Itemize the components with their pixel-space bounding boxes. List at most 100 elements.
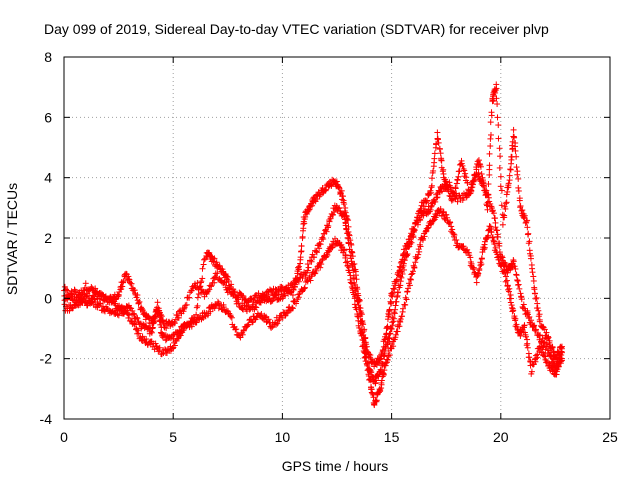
data-point: [383, 356, 390, 363]
data-point: [515, 175, 522, 182]
data-point: [299, 233, 306, 240]
data-point: [149, 324, 156, 331]
data-point: [526, 238, 533, 245]
data-point: [498, 202, 505, 209]
data-point: [309, 202, 316, 209]
data-point: [316, 240, 323, 247]
data-point: [491, 240, 498, 247]
data-point: [435, 139, 442, 146]
data-point: [347, 279, 354, 286]
data-point: [541, 326, 548, 333]
data-point: [533, 294, 540, 301]
data-point: [497, 183, 504, 190]
data-point: [487, 143, 494, 150]
data-point: [481, 238, 488, 245]
data-point: [558, 358, 565, 365]
data-point: [451, 231, 458, 238]
data-point: [424, 197, 431, 204]
data-point: [487, 119, 494, 126]
data-point: [286, 287, 293, 294]
data-point: [268, 298, 275, 305]
data-point: [478, 171, 485, 178]
x-tick-label: 25: [602, 429, 618, 445]
data-point: [183, 301, 190, 308]
data-point: [351, 293, 358, 300]
data-point: [135, 330, 142, 337]
data-point: [319, 234, 326, 241]
data-point: [406, 282, 413, 289]
data-point: [340, 210, 347, 217]
data-point: [214, 270, 221, 277]
data-point: [177, 332, 184, 339]
data-point: [398, 274, 405, 281]
data-point: [317, 241, 324, 248]
data-point: [413, 255, 420, 262]
data-point: [301, 285, 308, 292]
data-point: [116, 289, 123, 296]
data-point: [481, 244, 488, 251]
y-tick-labels: -4 -2 0 2 4 6 8: [40, 49, 53, 427]
data-point: [493, 95, 500, 102]
data-point: [507, 166, 514, 173]
data-point: [404, 288, 411, 295]
data-point: [469, 178, 476, 185]
data-point: [537, 332, 544, 339]
data-point: [532, 326, 539, 333]
data-point: [358, 309, 365, 316]
data-point: [272, 321, 279, 328]
data-point: [532, 358, 539, 365]
data-point: [345, 239, 352, 246]
data-point: [530, 273, 537, 280]
data-point: [494, 227, 501, 234]
data-point: [274, 320, 281, 327]
data-point: [64, 287, 71, 294]
data-point: [496, 164, 503, 171]
data-point: [388, 290, 395, 297]
data-point: [535, 307, 542, 314]
data-point: [495, 122, 502, 129]
x-tick-label: 0: [60, 429, 68, 445]
data-point: [164, 346, 171, 353]
data-point: [437, 150, 444, 157]
data-point: [393, 298, 400, 305]
data-point: [532, 290, 539, 297]
data-point: [499, 221, 506, 228]
data-point: [289, 292, 296, 299]
data-point: [501, 212, 508, 219]
data-point: [405, 285, 412, 292]
data-point: [443, 211, 450, 218]
data-point: [549, 363, 556, 370]
y-tick-label: 0: [44, 290, 52, 306]
data-point: [342, 220, 349, 227]
data-point: [545, 334, 552, 341]
data-point: [480, 179, 487, 186]
data-point: [304, 261, 311, 268]
data-point: [295, 291, 302, 298]
data-point: [97, 290, 104, 297]
data-point: [139, 333, 146, 340]
data-point: [526, 354, 533, 361]
data-point: [282, 292, 289, 299]
data-point: [420, 203, 427, 210]
data-point: [430, 167, 437, 174]
data-point: [388, 325, 395, 332]
data-point: [494, 101, 501, 108]
data-point: [240, 292, 247, 299]
data-point: [397, 259, 404, 266]
data-point: [438, 157, 445, 164]
data-point: [463, 174, 470, 181]
data-point: [499, 211, 506, 218]
data-points: [61, 81, 565, 409]
data-point: [80, 295, 87, 302]
data-point: [480, 182, 487, 189]
data-point: [193, 319, 200, 326]
data-point: [515, 281, 522, 288]
data-point: [211, 279, 218, 286]
data-point: [505, 180, 512, 187]
data-point: [507, 299, 514, 306]
data-point: [473, 171, 480, 178]
data-point: [317, 264, 324, 271]
data-point: [134, 315, 141, 322]
data-point: [416, 248, 423, 255]
data-point: [528, 317, 535, 324]
